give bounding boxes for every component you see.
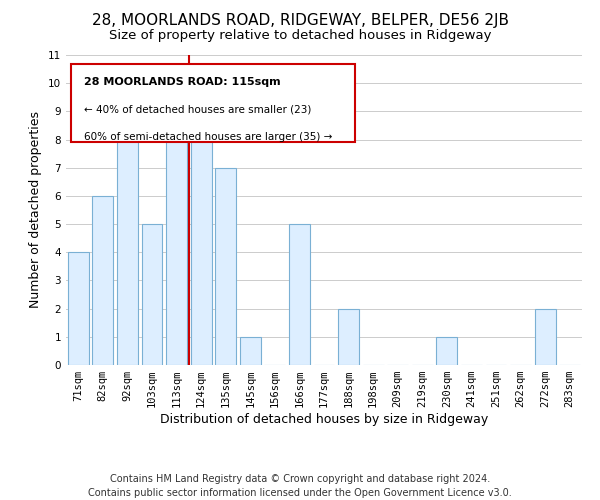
FancyBboxPatch shape <box>71 64 355 142</box>
Y-axis label: Number of detached properties: Number of detached properties <box>29 112 43 308</box>
Bar <box>117 140 138 365</box>
Bar <box>338 308 359 365</box>
Bar <box>215 168 236 365</box>
Bar <box>289 224 310 365</box>
Text: Contains HM Land Registry data © Crown copyright and database right 2024.
Contai: Contains HM Land Registry data © Crown c… <box>88 474 512 498</box>
Text: Size of property relative to detached houses in Ridgeway: Size of property relative to detached ho… <box>109 29 491 42</box>
Text: 60% of semi-detached houses are larger (35) →: 60% of semi-detached houses are larger (… <box>84 132 332 142</box>
X-axis label: Distribution of detached houses by size in Ridgeway: Distribution of detached houses by size … <box>160 413 488 426</box>
Bar <box>535 308 556 365</box>
Bar <box>240 337 261 365</box>
Text: 28, MOORLANDS ROAD, RIDGEWAY, BELPER, DE56 2JB: 28, MOORLANDS ROAD, RIDGEWAY, BELPER, DE… <box>91 12 509 28</box>
Bar <box>436 337 457 365</box>
Bar <box>166 140 187 365</box>
Text: 28 MOORLANDS ROAD: 115sqm: 28 MOORLANDS ROAD: 115sqm <box>84 76 281 86</box>
Bar <box>92 196 113 365</box>
Bar <box>68 252 89 365</box>
Text: ← 40% of detached houses are smaller (23): ← 40% of detached houses are smaller (23… <box>84 104 311 115</box>
Bar <box>191 112 212 365</box>
Bar <box>142 224 163 365</box>
